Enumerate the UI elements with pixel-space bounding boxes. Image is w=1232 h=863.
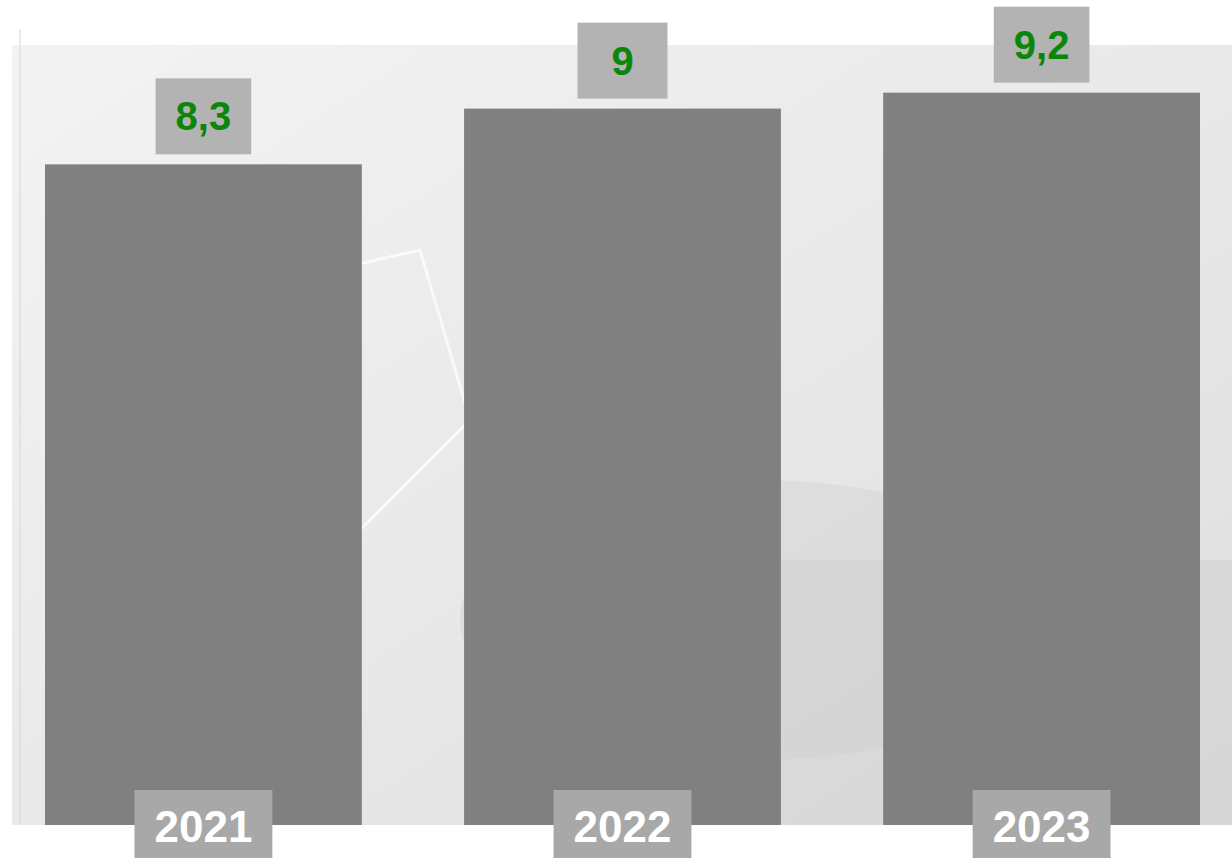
data-label-group: 8,3 xyxy=(156,78,252,154)
category-label: 2022 xyxy=(574,802,672,851)
chart: 8,3 2021 9 2022 9,2 2023 xyxy=(0,0,1232,863)
category-label-box xyxy=(973,790,1111,858)
category-label-group: 2021 xyxy=(134,790,272,858)
bars xyxy=(45,93,1200,825)
data-label-group: 9,2 xyxy=(994,7,1090,83)
data-label: 9 xyxy=(611,39,633,83)
category-label-group: 2022 xyxy=(554,790,692,858)
bar xyxy=(464,109,781,825)
labels: 8,3 2021 9 2022 9,2 2023 xyxy=(134,7,1110,858)
data-label-group: 9 xyxy=(578,23,668,99)
category-label-box xyxy=(134,790,272,858)
background xyxy=(12,45,1232,825)
data-label: 9,2 xyxy=(1014,23,1070,67)
data-label-box xyxy=(578,23,668,99)
data-label: 8,3 xyxy=(176,94,232,138)
data-label-box xyxy=(994,7,1090,83)
axis-line xyxy=(20,29,21,825)
bar xyxy=(45,164,362,825)
bar xyxy=(883,93,1200,825)
category-label: 2023 xyxy=(993,802,1091,851)
category-label-group: 2023 xyxy=(973,790,1111,858)
category-label-box xyxy=(554,790,692,858)
category-label: 2021 xyxy=(154,802,252,851)
data-label-box xyxy=(156,78,252,154)
